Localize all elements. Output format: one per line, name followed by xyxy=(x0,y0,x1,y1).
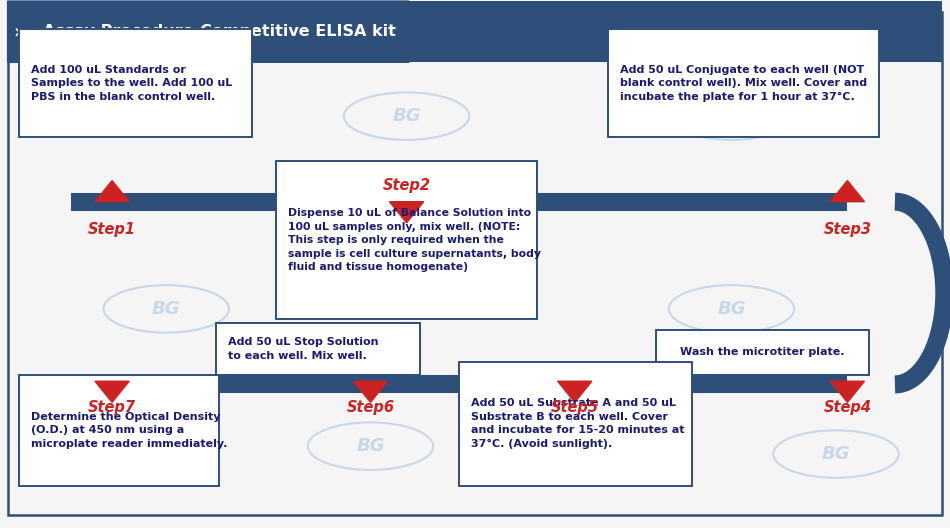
FancyBboxPatch shape xyxy=(19,375,219,486)
Text: Add 50 uL Substrate A and 50 uL
Substrate B to each well. Cover
and incubate for: Add 50 uL Substrate A and 50 uL Substrat… xyxy=(471,398,685,449)
Text: BG: BG xyxy=(822,445,850,463)
FancyBboxPatch shape xyxy=(656,330,869,375)
Polygon shape xyxy=(353,381,388,402)
FancyBboxPatch shape xyxy=(216,323,420,375)
Text: BG: BG xyxy=(356,437,385,455)
Text: Step4: Step4 xyxy=(824,400,871,415)
Text: BG: BG xyxy=(152,300,180,318)
Text: Assay Procedure-Competitive ELISA kit: Assay Procedure-Competitive ELISA kit xyxy=(43,24,395,39)
Polygon shape xyxy=(8,1,446,62)
Text: Step1: Step1 xyxy=(88,222,136,237)
Text: BG: BG xyxy=(717,107,746,125)
Text: »: » xyxy=(12,22,26,41)
Text: Dispense 10 uL of Balance Solution into
100 uL samples only, mix well. (NOTE:
Th: Dispense 10 uL of Balance Solution into … xyxy=(288,208,541,272)
FancyBboxPatch shape xyxy=(608,29,879,137)
Text: BG: BG xyxy=(717,300,746,318)
Text: Add 50 uL Conjugate to each well (NOT
blank control well). Mix well. Cover and
i: Add 50 uL Conjugate to each well (NOT bl… xyxy=(620,64,867,102)
FancyBboxPatch shape xyxy=(459,362,692,486)
Polygon shape xyxy=(830,181,864,202)
Text: Add 100 uL Standards or
Samples to the well. Add 100 uL
PBS in the blank control: Add 100 uL Standards or Samples to the w… xyxy=(31,64,233,102)
Text: Step2: Step2 xyxy=(383,178,430,193)
Polygon shape xyxy=(830,381,864,402)
Text: Step6: Step6 xyxy=(347,400,394,415)
Text: BG: BG xyxy=(82,432,104,446)
FancyBboxPatch shape xyxy=(19,29,252,137)
Text: Step5: Step5 xyxy=(551,400,598,415)
Polygon shape xyxy=(95,181,129,202)
Text: Wash the microtiter plate.: Wash the microtiter plate. xyxy=(680,347,845,357)
Text: BG: BG xyxy=(398,204,415,213)
Text: Step7: Step7 xyxy=(88,400,136,415)
Bar xyxy=(8,1,942,62)
Text: BG: BG xyxy=(392,107,421,125)
Text: Add 50 uL Stop Solution
to each well. Mix well.: Add 50 uL Stop Solution to each well. Mi… xyxy=(228,337,378,361)
Polygon shape xyxy=(558,381,592,402)
Polygon shape xyxy=(390,202,424,223)
Polygon shape xyxy=(95,381,129,402)
Text: Step3: Step3 xyxy=(824,222,871,237)
FancyBboxPatch shape xyxy=(276,161,537,319)
Text: Determine the Optical Density
(O.D.) at 450 nm using a
microplate reader immedia: Determine the Optical Density (O.D.) at … xyxy=(31,412,228,449)
